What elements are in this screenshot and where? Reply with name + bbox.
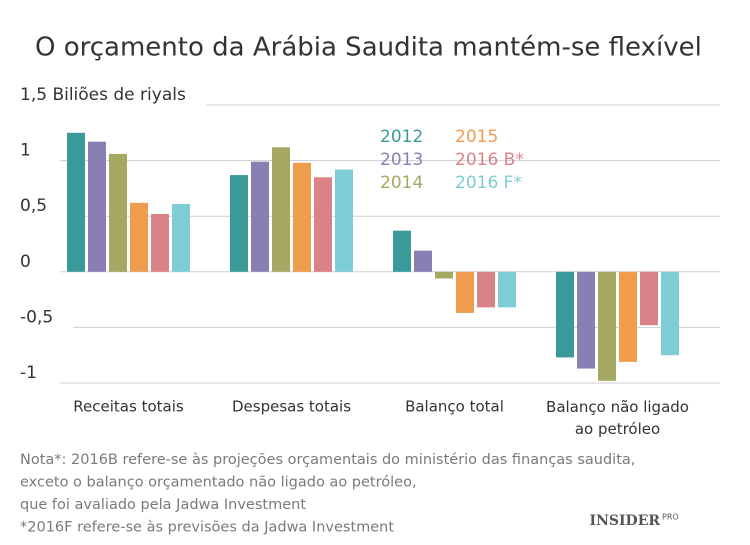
x-tick-label: Receitas totais <box>73 398 184 416</box>
y-tick-label: 0 <box>20 252 31 272</box>
bar <box>130 202 148 272</box>
bar <box>88 141 106 272</box>
bar <box>293 162 311 272</box>
bar <box>619 271 637 362</box>
x-tick-label: Despesas totais <box>232 398 351 416</box>
bar <box>577 271 595 369</box>
legend-label: 2016 F* <box>455 173 522 193</box>
bar <box>230 175 248 272</box>
legend-label: 2014 <box>380 173 423 193</box>
brand-sub: PRO <box>662 513 679 522</box>
bar <box>556 271 574 358</box>
legend-label: 2015 <box>455 127 498 147</box>
y-tick-label: 1 <box>20 141 31 161</box>
bar <box>109 153 127 272</box>
note: Nota*: 2016B refere-se às projeções orça… <box>20 452 635 468</box>
bar <box>661 271 679 356</box>
bar <box>335 169 353 272</box>
bar <box>393 230 411 272</box>
chart-title: O orçamento da Arábia Saudita mantém-se … <box>35 33 702 63</box>
bar <box>477 271 495 308</box>
bar <box>314 177 332 272</box>
bar <box>414 250 432 272</box>
x-tick-label: Balanço total <box>405 398 504 416</box>
legend-label: 2016 B* <box>455 150 524 170</box>
note: que foi avaliado pela Jadwa Investment <box>20 497 306 513</box>
bar <box>498 271 516 308</box>
bar <box>598 271 616 381</box>
bar <box>151 213 169 272</box>
bar <box>251 161 269 272</box>
bar <box>456 271 474 313</box>
y-tick-label: -1 <box>20 363 37 383</box>
legend-label: 2013 <box>380 150 423 170</box>
y-tick-label: 0,5 <box>20 196 47 216</box>
note: exceto o balanço orçamentado não ligado … <box>20 475 417 491</box>
brand: INSIDER <box>590 513 661 529</box>
bar <box>435 271 453 279</box>
bar <box>67 132 85 272</box>
bar <box>640 271 658 326</box>
bar <box>272 147 290 272</box>
note: *2016F refere-se às previsões da Jadwa I… <box>20 520 394 536</box>
y-tick-label: 1,5 Biliões de riyals <box>20 85 186 105</box>
y-tick-label: -0,5 <box>20 307 53 327</box>
legend-label: 2012 <box>380 127 423 147</box>
bar <box>172 203 190 272</box>
x-tick-label: Balanço não ligado ao petróleo <box>546 398 689 438</box>
